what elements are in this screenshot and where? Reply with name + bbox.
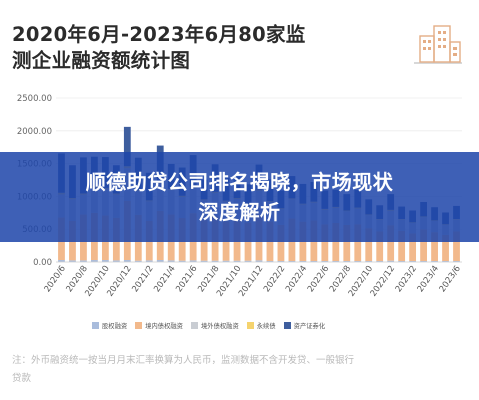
bar-segment [321, 261, 329, 262]
legend-item: 资产证券化 [283, 321, 326, 330]
y-tick-label: 0.00 [33, 258, 52, 268]
bar-segment [277, 224, 285, 262]
x-tick-label: 2021/4 [152, 264, 177, 294]
legend-swatch [283, 321, 291, 329]
bar-segment [332, 261, 340, 262]
bar-segment [376, 261, 384, 262]
x-tick-label: 2021/2 [130, 264, 155, 294]
bar-segment [321, 224, 329, 262]
x-tick-label: 2022/4 [284, 264, 309, 294]
legend-label: 境内债权融资 [145, 322, 183, 330]
chart-title-line-1: 2020年6月-2023年6月80家监 [12, 23, 306, 46]
y-tick-label: 2000.00 [17, 127, 52, 137]
x-tick-label: 2023/4 [416, 264, 441, 294]
bar-segment [398, 230, 406, 262]
bar-segment [244, 260, 252, 262]
bar-segment [189, 260, 197, 262]
building-icon [414, 25, 462, 64]
x-tick-label: 2023/2 [394, 264, 419, 294]
bar-segment [343, 224, 351, 262]
legend-swatch [190, 321, 198, 329]
bar-segment [431, 261, 438, 262]
bar-segment [365, 228, 373, 262]
bar-segment [387, 260, 395, 262]
x-tick-label: 2022/2 [262, 264, 287, 294]
bar-segment [442, 234, 449, 262]
x-tick-label: 2021/6 [174, 264, 199, 294]
bar-segment [123, 260, 131, 262]
bar-segment [200, 260, 208, 262]
bar-segment [145, 260, 153, 262]
overlay-banner [0, 152, 479, 242]
legend-item: 境内债权融资 [135, 321, 183, 330]
legend-label: 境外债权融资 [200, 322, 239, 330]
legend-item: 境外债权融资 [190, 321, 239, 330]
legend-swatch [246, 321, 254, 329]
bar-segment [420, 261, 427, 262]
bar-segment [453, 261, 460, 262]
footnote-line-2: 贷款 [12, 373, 32, 384]
bar-segment [134, 260, 142, 262]
legend-label: 永续债 [256, 322, 276, 330]
bar-segment [167, 260, 175, 262]
bar-segment [178, 260, 186, 262]
bar-segment [299, 261, 307, 262]
bar-segment [69, 260, 76, 262]
bar-segment [288, 261, 296, 262]
bar-segment [420, 229, 427, 262]
bar-segment [277, 261, 285, 262]
bar-segment [343, 261, 351, 262]
x-tick-label: 2020/6 [43, 264, 68, 294]
bar-segment [123, 126, 131, 167]
chart-title-line-2: 测企业融资额统计图 [12, 49, 191, 72]
bar-segment [387, 225, 395, 261]
bar-segment [453, 231, 460, 262]
chart-legend: 股权融资 境内债权融资 境外债权融资 永续债 资产证券化 [92, 319, 325, 331]
bar-segment [266, 261, 274, 262]
chart-title: 2020年6月-2023年6月80家监 测企业融资额统计图 [12, 22, 392, 74]
banner-headline-line-2: 深度解析 [198, 200, 281, 224]
banner-headline-line-1: 顺德助贷公司排名揭晓，市场现状 [85, 170, 394, 194]
bar-segment [58, 260, 65, 262]
y-tick-label: 2500.00 [17, 94, 52, 104]
x-tick-label: 2023/6 [438, 264, 463, 294]
legend-item: 永续债 [246, 321, 276, 330]
bar-segment [354, 261, 362, 262]
bar-segment [211, 260, 219, 262]
bar-segment [233, 260, 241, 262]
bar-segment [310, 261, 318, 262]
bar-segment [354, 224, 362, 262]
bar-segment [101, 260, 109, 262]
legend-item: 股权融资 [92, 321, 127, 330]
bar-segment [156, 260, 164, 262]
bar-segment [80, 260, 87, 262]
legend-swatch [135, 321, 143, 329]
bar-segment [431, 232, 438, 262]
bar-segment [112, 260, 120, 262]
bar-segment [222, 260, 230, 262]
bar-segment [398, 261, 406, 262]
bar-segment [376, 231, 384, 262]
legend-swatch [92, 321, 99, 329]
bar-segment [409, 233, 417, 262]
footnote-line-1: 注：外币融资统一按当月月末汇率换算为人民币，监测数据不含开发贷、一般银行 [12, 355, 355, 366]
footnote: 注：外币融资统一按当月月末汇率换算为人民币，监测数据不含开发贷、一般银行 贷款 [12, 352, 467, 388]
legend-label: 资产证券化 [293, 322, 326, 330]
bar-segment [365, 261, 373, 262]
legend-label: 股权融资 [102, 322, 128, 330]
bar-segment [409, 261, 417, 262]
banner-headline: 顺德助贷公司排名揭晓，市场现状 深度解析 [0, 167, 479, 227]
x-tick-label: 2022/6 [306, 264, 331, 294]
bar-segment [255, 260, 263, 262]
bar-segment [442, 261, 449, 262]
bar-segment [91, 260, 98, 262]
